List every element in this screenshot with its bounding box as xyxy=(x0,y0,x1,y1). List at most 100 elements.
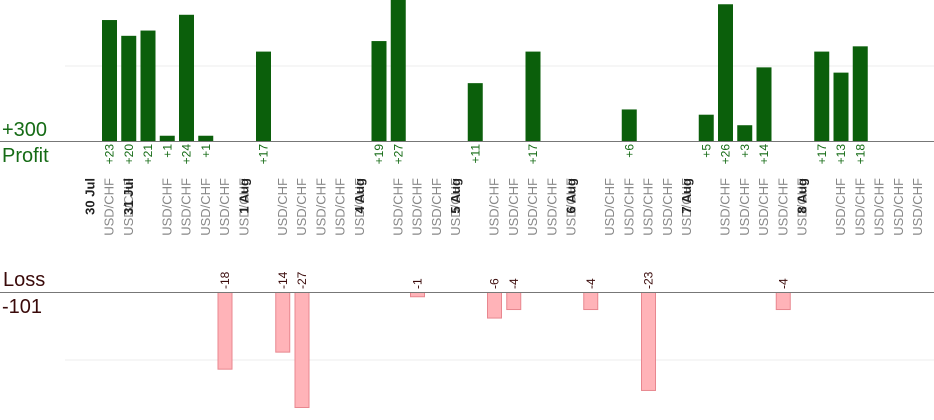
profit-value-label: +3 xyxy=(738,144,752,158)
profit-bar xyxy=(467,83,483,141)
category-label: USD/CHF xyxy=(602,178,617,236)
category-label: USD/CHF xyxy=(641,178,656,236)
profit-value-label: +17 xyxy=(257,144,271,165)
category-label: USD/CHF xyxy=(775,178,790,236)
profit-bar xyxy=(159,135,175,141)
profit-value-label: +17 xyxy=(526,144,540,165)
loss-value-label: -4 xyxy=(776,278,790,289)
profit-value-label: +14 xyxy=(757,144,771,165)
category-label: USD/CHF xyxy=(333,178,348,236)
date-label: 1 Aug xyxy=(236,178,251,214)
category-label: USD/CHF xyxy=(429,178,444,236)
category-label: USD/CHF xyxy=(275,178,290,236)
category-label: USD/CHF xyxy=(833,178,848,236)
profit-value-label: +27 xyxy=(391,144,405,165)
date-label: 7 Aug xyxy=(679,178,694,214)
category-label: USD/CHF xyxy=(564,178,579,236)
profit-bar xyxy=(852,46,868,142)
loss-bar xyxy=(775,292,791,311)
category-label: USD/CHF xyxy=(891,178,906,236)
profit-value-label: +23 xyxy=(103,144,117,165)
profit-bar xyxy=(833,72,849,141)
category-label: USD/CHF xyxy=(236,178,251,236)
category-label: USD/CHF xyxy=(718,178,733,236)
date-label: 8 Aug xyxy=(795,178,810,214)
profit-value-label: +1 xyxy=(199,144,213,158)
profit-bar xyxy=(698,114,714,141)
loss-value-label: -14 xyxy=(276,271,290,289)
profit-value-label: +13 xyxy=(834,144,848,165)
loss-bar xyxy=(506,292,522,311)
loss-bar xyxy=(641,292,656,391)
category-label: USD/CHF xyxy=(737,178,752,236)
category-label: USD/CHF xyxy=(102,178,117,236)
profit-value-label: +26 xyxy=(719,144,733,165)
loss-bar xyxy=(275,292,291,353)
profit-axis-label: Profit xyxy=(2,145,49,167)
loss-bar xyxy=(217,292,233,370)
profit-value-label: +19 xyxy=(372,144,386,165)
loss-value-label: -6 xyxy=(488,278,502,289)
profit-value-label: +6 xyxy=(622,144,636,158)
category-label: USD/CHF xyxy=(352,178,367,236)
profit-value-label: +24 xyxy=(180,144,194,165)
profit-bars xyxy=(102,0,868,142)
profit-bar xyxy=(390,0,406,141)
loss-value-label: -4 xyxy=(584,278,598,289)
profit-bar xyxy=(718,4,733,141)
category-label: USD/CHF xyxy=(872,178,887,236)
loss-value-label: -27 xyxy=(295,271,309,289)
profit-value-label: +21 xyxy=(141,144,155,165)
loss-value-label: -4 xyxy=(507,278,521,289)
date-label: 31 Jul xyxy=(121,178,136,215)
profit-bar xyxy=(525,51,541,142)
loss-value-label: -23 xyxy=(642,271,656,289)
category-label: USD/CHF xyxy=(544,178,559,236)
profit-value-label: +17 xyxy=(815,144,829,165)
category-label: USD/CHF xyxy=(506,178,521,236)
category-label: USD/CHF xyxy=(390,178,405,236)
loss-value-label: -1 xyxy=(411,278,425,289)
loss-bars xyxy=(217,292,791,408)
profit-value-label: +18 xyxy=(853,144,867,165)
category-label: USD/CHF xyxy=(217,178,232,236)
value-labels: +23 +20 +21 +1 +24 +1 -18 +17 -14 -27 +19 +27 -1 +11 -… xyxy=(103,144,868,289)
category-label: USD/CHF xyxy=(313,178,328,236)
profit-bar xyxy=(737,125,753,141)
profit-total-label: +300 xyxy=(2,119,48,141)
category-label: USD/CHF xyxy=(852,178,867,236)
category-label: USD/CHF xyxy=(179,178,194,236)
category-label: USD/CHF xyxy=(448,178,463,236)
category-label: USD/CHF xyxy=(294,178,309,236)
profit-bar xyxy=(140,30,156,141)
category-label: USD/CHF xyxy=(525,178,540,236)
loss-bar xyxy=(583,292,599,311)
category-label: USD/CHF xyxy=(795,178,810,236)
loss-bar xyxy=(487,292,502,319)
profit-value-label: +20 xyxy=(122,144,136,165)
category-label: USD/CHF xyxy=(621,178,636,236)
category-label: USD/CHF xyxy=(121,178,136,236)
category-label: USD/CHF xyxy=(198,178,213,236)
gridlines xyxy=(65,65,934,361)
loss-value-label: -18 xyxy=(218,271,232,289)
date-labels: 30 Jul 31 Jul 1 Aug 4 Aug 5 Aug 6 Aug 7 Aug 8 A… xyxy=(82,178,809,215)
profit-value-label: +1 xyxy=(160,144,174,158)
loss-bar xyxy=(294,292,310,408)
category-label: USD/CHF xyxy=(756,178,771,236)
profit-bar xyxy=(621,109,637,141)
profit-bar xyxy=(102,20,117,142)
date-label: 30 Jul xyxy=(82,178,97,215)
category-label: USD/CHF xyxy=(679,178,694,236)
loss-axis-label: Loss xyxy=(3,269,46,291)
date-label: 6 Aug xyxy=(564,178,579,214)
profit-bar xyxy=(121,35,137,141)
category-label: USD/CHF xyxy=(487,178,502,236)
category-labels: USD/CHF USD/CHF USD/CHF USD/CHF USD/CHF USD/C… xyxy=(102,178,926,236)
category-label: USD/CHF xyxy=(660,178,675,236)
loss-bar xyxy=(410,292,425,298)
profit-bar xyxy=(756,67,772,141)
profit-bar xyxy=(814,51,830,142)
profit-bar xyxy=(371,41,387,141)
